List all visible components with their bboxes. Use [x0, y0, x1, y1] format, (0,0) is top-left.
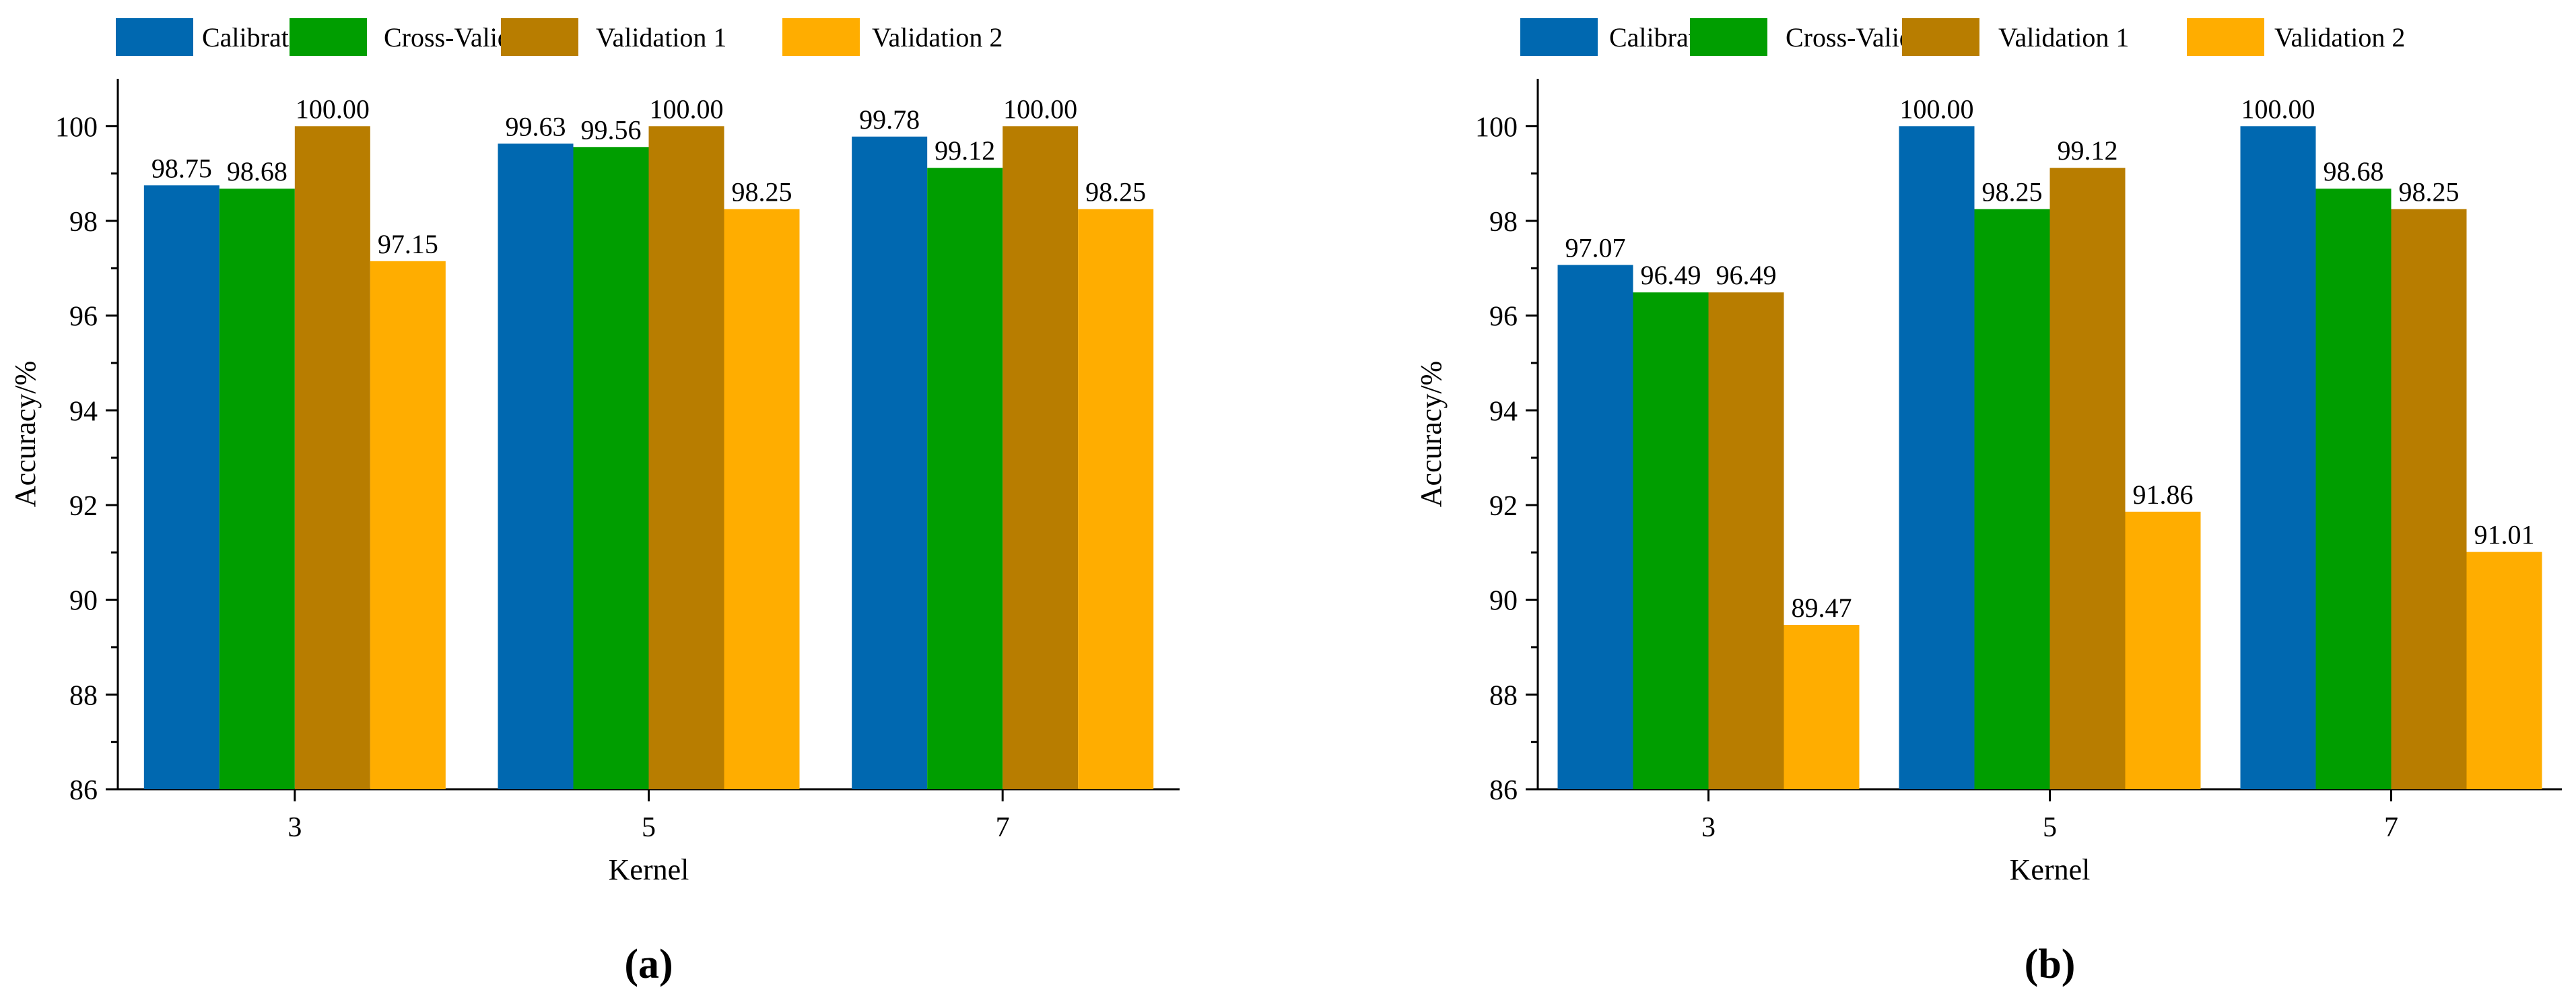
x-axis-title: Kernel [609, 853, 689, 886]
legend-swatch [1520, 18, 1598, 56]
bar-cross-validation [2315, 189, 2392, 789]
data-label: 98.75 [151, 153, 212, 183]
bar-calibration [498, 143, 574, 789]
legend-swatch [782, 18, 860, 56]
bar-calibration [1899, 126, 1975, 790]
bar-cross-validation [1974, 209, 2050, 790]
bar-calibration [143, 185, 219, 789]
x-tick-label: 5 [2043, 812, 2057, 843]
x-axis-title: Kernel [2010, 853, 2091, 886]
y-tick-label: 100 [1475, 112, 1518, 143]
data-label: 99.12 [2058, 135, 2118, 166]
data-label: 99.78 [859, 104, 920, 135]
data-label: 99.56 [581, 114, 642, 145]
data-label: 98.25 [1982, 176, 2043, 207]
bar-validation-1 [2049, 168, 2126, 789]
legend-swatch [1902, 18, 1979, 56]
bar-calibration [2240, 126, 2316, 790]
bar-validation-1 [2391, 209, 2467, 790]
legend-label: Validation 2 [2274, 22, 2405, 53]
data-label: 96.49 [1716, 260, 1777, 290]
data-label: 98.25 [2399, 176, 2460, 207]
legend-label: Validation 1 [1998, 22, 2129, 53]
data-label: 98.68 [227, 156, 287, 187]
y-tick-label: 86 [1489, 775, 1518, 806]
y-tick-label: 90 [69, 586, 98, 617]
bar-validation-2 [2125, 511, 2201, 789]
y-axis-title: Accuracy/% [9, 361, 42, 507]
bar-validation-2 [370, 261, 446, 789]
bar-validation-1 [1708, 292, 1784, 789]
legend-swatch [1690, 18, 1767, 56]
bar-calibration [852, 136, 928, 790]
data-label: 98.25 [732, 176, 792, 207]
bar-cross-validation [219, 189, 295, 789]
legend-swatch [116, 18, 193, 56]
y-tick-label: 100 [55, 112, 98, 143]
legend-label: Validation 1 [596, 22, 726, 53]
y-tick-label: 88 [1489, 680, 1518, 711]
data-label: 100.00 [296, 94, 370, 124]
bar-cross-validation [573, 147, 649, 789]
y-tick-label: 94 [1489, 396, 1518, 427]
data-label: 97.15 [378, 229, 438, 259]
y-tick-label: 96 [69, 302, 98, 333]
bar-calibration [1557, 265, 1633, 789]
legend-label: Validation 2 [872, 22, 1003, 53]
data-label: 100.00 [2241, 94, 2315, 124]
data-label: 99.63 [506, 111, 566, 141]
bar-validation-2 [1078, 209, 1154, 790]
x-tick-label: 5 [642, 812, 656, 843]
bar-cross-validation [927, 168, 1003, 789]
bar-validation-1 [294, 126, 370, 790]
legend-swatch [501, 18, 578, 56]
data-label: 100.00 [1900, 94, 1974, 124]
panel-label: (b) [2025, 941, 2076, 987]
x-tick-label: 3 [287, 812, 302, 843]
data-label: 100.00 [1003, 94, 1077, 124]
y-tick-label: 94 [69, 396, 98, 427]
y-tick-label: 96 [1489, 302, 1518, 333]
bar-validation-2 [1784, 624, 1860, 789]
y-tick-label: 90 [1489, 586, 1518, 617]
legend-swatch [290, 18, 367, 56]
panel-label: (a) [624, 941, 673, 987]
data-label: 96.49 [1641, 260, 1701, 290]
y-tick-label: 92 [69, 491, 98, 522]
data-label: 99.12 [935, 135, 995, 166]
data-label: 91.86 [2133, 479, 2194, 510]
data-label: 97.07 [1565, 232, 1626, 263]
bar-validation-2 [2466, 552, 2542, 789]
legend-swatch [2187, 18, 2264, 56]
y-tick-label: 92 [1489, 491, 1518, 522]
y-tick-label: 86 [69, 775, 98, 806]
y-tick-label: 88 [69, 680, 98, 711]
bar-cross-validation [1633, 292, 1709, 789]
x-tick-label: 7 [2384, 812, 2398, 843]
data-label: 100.00 [650, 94, 724, 124]
y-tick-label: 98 [1489, 207, 1518, 238]
bar-validation-1 [648, 126, 724, 790]
bar-validation-1 [1003, 126, 1079, 790]
y-tick-label: 98 [69, 207, 98, 238]
data-label: 89.47 [1792, 593, 1852, 623]
data-label: 98.25 [1085, 176, 1146, 207]
data-label: 91.01 [2474, 520, 2535, 550]
x-tick-label: 3 [1701, 812, 1716, 843]
y-axis-title: Accuracy/% [1415, 361, 1448, 507]
bar-validation-2 [724, 209, 800, 790]
data-label: 98.68 [2324, 156, 2384, 187]
x-tick-label: 7 [996, 812, 1010, 843]
